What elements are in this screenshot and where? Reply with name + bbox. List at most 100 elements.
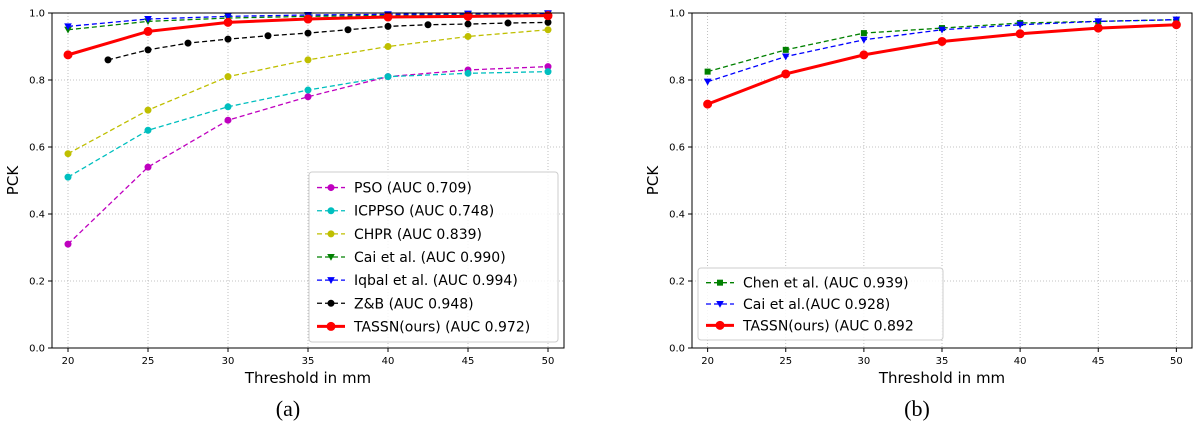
- y-tick-label: 1.0: [29, 9, 45, 20]
- data-point: [64, 51, 72, 59]
- data-point: [1094, 24, 1102, 32]
- legend-label: Cai et al.(AUC 0.928): [743, 297, 890, 313]
- x-tick-label: 50: [1170, 356, 1183, 367]
- data-point: [782, 54, 790, 61]
- x-tick-label: 45: [462, 356, 475, 367]
- y-axis-title: PCK: [4, 165, 22, 196]
- x-tick-label: 30: [222, 356, 235, 367]
- legend-marker: [328, 300, 334, 306]
- legend-marker: [328, 208, 334, 214]
- chart-2: 20 25 30 35 40 45 50 0.0 0.2 0.4 0.6 0.8 1.0 Threshol…: [644, 9, 1192, 422]
- data-point: [225, 117, 231, 123]
- x-tick-label: 40: [1014, 356, 1027, 367]
- data-point: [224, 18, 232, 26]
- x-tick-label: 35: [302, 356, 315, 367]
- data-point: [1172, 21, 1180, 29]
- data-point: [145, 164, 151, 170]
- y-tick-label: 0.0: [29, 344, 45, 355]
- data-point: [145, 127, 151, 133]
- data-point: [938, 37, 946, 45]
- data-point: [465, 33, 471, 39]
- y-tick-label: 0.0: [669, 344, 685, 355]
- data-point: [305, 87, 311, 93]
- data-point: [704, 100, 712, 108]
- x-tick-label: 50: [542, 356, 555, 367]
- x-axis-title: Threshold in mm: [244, 369, 371, 387]
- x-tick-label: 20: [62, 356, 75, 367]
- x-tick-label: 45: [1092, 356, 1105, 367]
- legend-label: TASSN(ours) (AUC 0.972): [353, 319, 530, 335]
- data-point: [305, 94, 311, 100]
- data-point: [861, 30, 867, 36]
- data-point: [65, 174, 71, 180]
- data-point: [225, 36, 231, 42]
- data-point: [1016, 30, 1024, 38]
- legend-label: Z&B (AUC 0.948): [354, 296, 474, 312]
- data-point: [860, 37, 868, 44]
- y-tick-label: 0.4: [669, 210, 685, 221]
- figure-caption: (a): [276, 396, 300, 421]
- data-point: [185, 40, 191, 46]
- data-point: [145, 47, 151, 53]
- data-point: [505, 20, 511, 26]
- x-tick-label: 25: [142, 356, 155, 367]
- legend-label: TASSN(ours) (AUC 0.892: [742, 318, 914, 334]
- data-point: [65, 241, 71, 247]
- y-tick-label: 0.2: [669, 277, 685, 288]
- data-point: [465, 21, 471, 27]
- data-point: [464, 12, 472, 20]
- y-tick-label: 0.8: [669, 76, 685, 87]
- legend-label: PSO (AUC 0.709): [354, 181, 472, 197]
- legend-marker: [328, 231, 334, 237]
- y-tick-label: 0.6: [29, 143, 45, 154]
- data-point: [782, 70, 790, 78]
- data-point: [345, 27, 351, 33]
- legend-label: Iqbal et al. (AUC 0.994): [354, 273, 518, 289]
- legend: PSO (AUC 0.709) ICPPSO (AUC 0.748) CHPR (A…: [309, 172, 558, 342]
- x-tick-label: 25: [779, 356, 792, 367]
- x-tick-label: 30: [858, 356, 871, 367]
- data-point: [545, 27, 551, 33]
- data-point: [385, 44, 391, 50]
- data-point: [384, 13, 392, 21]
- data-point: [545, 19, 551, 25]
- legend-marker: [716, 321, 724, 329]
- figure-caption: (b): [904, 396, 930, 421]
- y-tick-label: 0.8: [29, 76, 45, 87]
- data-point: [265, 33, 271, 39]
- data-point: [305, 57, 311, 63]
- series: [105, 19, 551, 63]
- legend-label: ICPPSO (AUC 0.748): [354, 204, 494, 220]
- data-point: [305, 30, 311, 36]
- legend-label: CHPR (AUC 0.839): [354, 227, 482, 243]
- data-point: [385, 23, 391, 29]
- data-point: [225, 74, 231, 80]
- legend-marker: [717, 280, 723, 286]
- data-point: [144, 27, 152, 35]
- y-tick-label: 1.0: [669, 9, 685, 20]
- y-axis-title: PCK: [644, 165, 662, 196]
- data-point: [145, 107, 151, 113]
- legend: Chen et al. (AUC 0.939) Cai et al.(AUC 0.…: [698, 268, 943, 340]
- data-point: [425, 22, 431, 28]
- data-point: [65, 151, 71, 157]
- x-tick-label: 35: [936, 356, 949, 367]
- x-tick-label: 40: [382, 356, 395, 367]
- x-axis-title: Threshold in mm: [878, 369, 1005, 387]
- y-tick-label: 0.4: [29, 210, 45, 221]
- y-tick-label: 0.6: [669, 143, 685, 154]
- chart-1: 20 25 30 35 40 45 500.00.20.40.60.81.0Threshol…: [4, 9, 564, 422]
- legend-marker: [328, 185, 334, 191]
- legend-label: Cai et al. (AUC 0.990): [354, 250, 506, 266]
- legend-marker: [327, 322, 335, 330]
- data-point: [783, 47, 789, 53]
- x-tick-label: 20: [701, 356, 714, 367]
- data-point: [304, 15, 312, 23]
- data-point: [385, 74, 391, 80]
- legend-label: Chen et al. (AUC 0.939): [743, 276, 909, 292]
- data-point: [705, 69, 711, 75]
- data-point: [704, 79, 712, 86]
- data-point: [105, 57, 111, 63]
- data-point: [860, 51, 868, 59]
